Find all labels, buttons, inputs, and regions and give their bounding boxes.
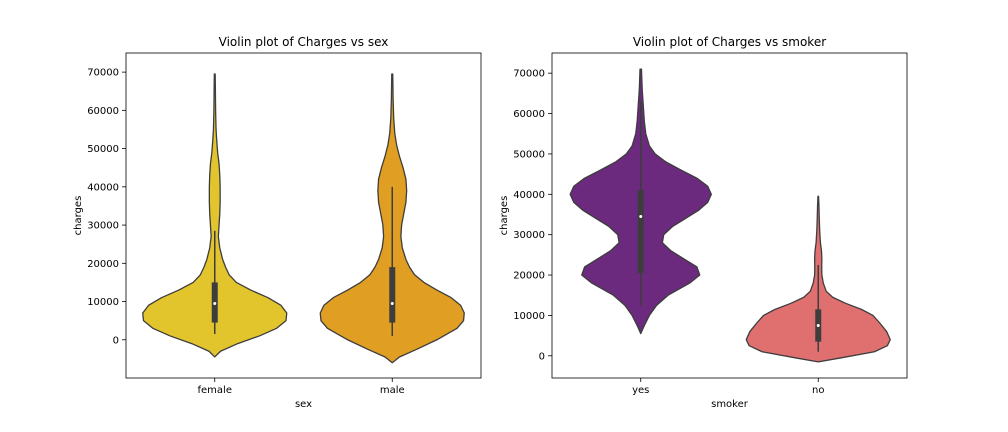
y-tick-label: 50000 xyxy=(87,144,119,155)
x-tick-label-male: male xyxy=(380,385,405,396)
y-tick-label: 0 xyxy=(113,335,119,346)
y-tick-label: 20000 xyxy=(87,259,119,270)
iqr-box-male xyxy=(389,267,396,323)
y-axis-label: charges xyxy=(499,196,510,236)
median-yes xyxy=(639,215,643,219)
violin-female xyxy=(142,73,288,358)
y-axis-label: charges xyxy=(73,196,84,236)
x-tick-label-no: no xyxy=(812,385,824,396)
median-female xyxy=(213,301,217,305)
iqr-box-yes xyxy=(637,190,644,274)
x-axis-label: sex xyxy=(295,399,312,410)
chart-title: Violin plot of Charges vs sex xyxy=(219,35,389,49)
y-tick-label: 40000 xyxy=(87,182,119,193)
chart-1: 0 10000 20000 30000 40000 50000 60000 70000 fema… xyxy=(73,35,482,410)
chart-title: Violin plot of Charges vs smoker xyxy=(633,35,826,49)
median-no xyxy=(816,324,820,328)
median-male xyxy=(390,301,394,305)
y-tick-label: 40000 xyxy=(513,190,545,201)
y-tick-label: 50000 xyxy=(513,149,545,160)
plot-frame xyxy=(125,52,482,379)
y-tick-label: 30000 xyxy=(513,230,545,241)
y-tick-label: 10000 xyxy=(87,297,119,308)
y-tick-label: 60000 xyxy=(513,109,545,120)
x-tick-label-female: female xyxy=(198,385,232,396)
y-tick-label: 0 xyxy=(539,351,545,362)
y-tick-label: 10000 xyxy=(513,311,545,322)
chart-2: 0 10000 20000 30000 40000 50000 60000 70000 yes n… xyxy=(499,35,908,410)
plot-frame xyxy=(551,52,908,379)
y-tick-label: 30000 xyxy=(87,221,119,232)
x-axis-label: smoker xyxy=(711,399,749,410)
y-tick-label: 60000 xyxy=(87,106,119,117)
y-tick-label: 70000 xyxy=(87,68,119,79)
y-tick-label: 20000 xyxy=(513,271,545,282)
y-tick-label: 70000 xyxy=(513,69,545,80)
x-tick-label-yes: yes xyxy=(632,385,649,396)
